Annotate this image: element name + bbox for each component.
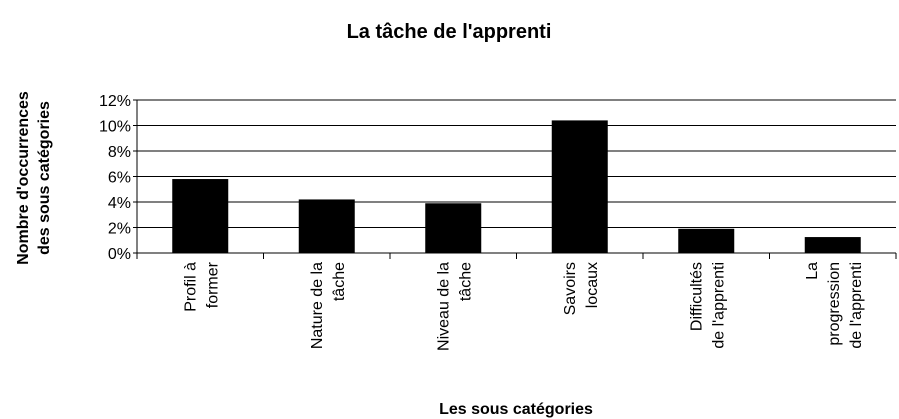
y-tick-label: 10% (99, 119, 131, 136)
x-tick-label-line: tâche (331, 262, 348, 301)
x-tick-label-line: former (204, 261, 221, 308)
x-tick-label: La progression de l'apprenti (804, 262, 865, 349)
bar (298, 199, 355, 253)
x-tick-label-line: Niveau de la (435, 262, 452, 351)
x-tick-label: Niveau de la tâche (435, 262, 474, 351)
chart-title: La tâche de l'apprenti (347, 21, 552, 43)
bar (804, 237, 861, 253)
x-tick-label-line: Savoirs (562, 262, 579, 315)
x-tick-label-line: Profil à (182, 262, 199, 312)
bar (425, 203, 482, 253)
x-tick-label: Nature de la tâche (309, 262, 348, 349)
x-tick-label-line: de l'apprenti (710, 262, 727, 349)
x-tick-label-line: progression (826, 262, 843, 346)
x-tick-label-line: Difficultés (688, 262, 705, 331)
y-tick-label: 2% (108, 221, 131, 238)
y-tick-label: 4% (108, 195, 131, 212)
x-axis-title: Les sous catégories (439, 401, 593, 418)
y-tick-label: 0% (108, 246, 131, 263)
y-tick-label: 8% (108, 144, 131, 161)
x-tick-label-line: Nature de la (309, 262, 326, 349)
x-tick-label-line: La (804, 262, 821, 280)
x-tick-label: Savoirs locaux (562, 262, 601, 315)
x-tick-label: Difficultés de l'apprenti (688, 262, 727, 349)
y-tick-label: 12% (99, 93, 131, 110)
y-axis-title-line: des sous catégories (36, 101, 53, 255)
y-axis-title-line: Nombre d'occurrences (15, 91, 32, 265)
x-tick-label: Profil à former (182, 261, 221, 311)
y-tick-label: 6% (108, 170, 131, 187)
bar (172, 179, 229, 253)
x-tick-label-line: tâche (457, 262, 474, 301)
bar (678, 228, 735, 253)
y-axis-title: Nombre d'occurrences des sous catégories (15, 91, 53, 265)
x-tick-label-line: de l'apprenti (848, 262, 865, 349)
bar (551, 120, 608, 254)
x-tick-label-line: locaux (584, 262, 601, 308)
